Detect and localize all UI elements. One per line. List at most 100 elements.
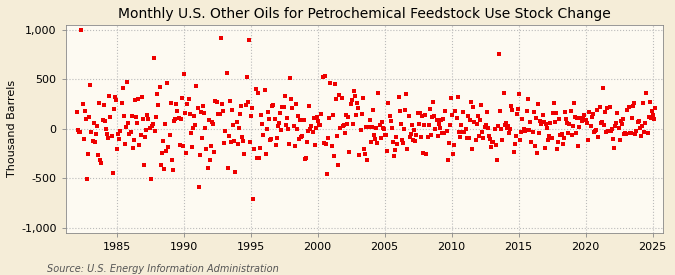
Point xyxy=(406,123,417,127)
Point xyxy=(319,141,329,145)
Point xyxy=(246,114,256,118)
Point xyxy=(107,171,118,175)
Point xyxy=(531,116,541,120)
Point xyxy=(488,140,499,145)
Point xyxy=(354,153,365,158)
Point xyxy=(547,110,558,115)
Point xyxy=(150,129,161,133)
Point xyxy=(210,99,221,103)
Point xyxy=(238,138,248,143)
Point xyxy=(418,151,429,155)
Point xyxy=(632,120,643,124)
Point xyxy=(94,101,105,105)
Point xyxy=(328,153,339,158)
Point xyxy=(171,102,182,106)
Point xyxy=(358,147,369,151)
Point xyxy=(280,123,291,128)
Point xyxy=(300,156,311,160)
Point xyxy=(379,127,389,132)
Point xyxy=(309,142,320,147)
Point xyxy=(599,110,610,114)
Point xyxy=(472,114,483,119)
Point xyxy=(452,94,463,99)
Point xyxy=(261,127,272,131)
Point xyxy=(310,126,321,130)
Point xyxy=(435,126,446,131)
Point xyxy=(182,102,193,106)
Point xyxy=(433,122,444,127)
Point xyxy=(299,156,310,161)
Point xyxy=(104,94,115,99)
Point xyxy=(207,120,217,125)
Point xyxy=(316,112,327,117)
Point xyxy=(196,136,207,140)
Point xyxy=(99,119,110,123)
Point xyxy=(425,133,436,138)
Point xyxy=(145,177,156,181)
Point xyxy=(121,125,132,129)
Point xyxy=(122,80,132,85)
Point xyxy=(554,117,565,121)
Point xyxy=(363,125,374,130)
Point xyxy=(348,89,359,93)
Point xyxy=(470,138,481,142)
Point xyxy=(302,128,313,133)
Point xyxy=(326,144,337,148)
Point xyxy=(618,117,628,122)
Point xyxy=(115,129,126,133)
Point xyxy=(203,118,214,122)
Point xyxy=(265,138,275,142)
Point xyxy=(402,147,413,152)
Point xyxy=(539,145,550,150)
Point xyxy=(269,117,280,121)
Point xyxy=(498,90,509,95)
Point xyxy=(474,134,485,138)
Point xyxy=(135,133,146,137)
Point xyxy=(312,114,323,119)
Point xyxy=(128,146,138,150)
Point xyxy=(82,177,92,181)
Point xyxy=(645,116,656,120)
Point xyxy=(578,113,589,117)
Point xyxy=(570,114,580,119)
Point xyxy=(364,117,375,122)
Point xyxy=(396,138,407,142)
Point xyxy=(437,130,448,135)
Point xyxy=(532,150,543,155)
Point xyxy=(334,93,345,97)
Point xyxy=(217,102,227,106)
Point xyxy=(406,132,416,136)
Point xyxy=(613,126,624,131)
Point xyxy=(583,138,594,142)
Point xyxy=(141,128,152,132)
Point xyxy=(277,105,288,109)
Point xyxy=(167,158,178,162)
Point xyxy=(304,104,315,108)
Point xyxy=(590,129,601,134)
Point xyxy=(456,123,466,127)
Point xyxy=(248,197,259,202)
Point xyxy=(196,110,207,115)
Point xyxy=(80,117,91,121)
Point xyxy=(392,142,403,146)
Point xyxy=(408,138,418,142)
Point xyxy=(549,120,560,125)
Point xyxy=(181,150,192,155)
Point xyxy=(427,115,437,119)
Point xyxy=(585,124,596,128)
Point xyxy=(367,125,377,129)
Point xyxy=(533,102,543,106)
Point xyxy=(560,110,570,114)
Point xyxy=(184,112,195,117)
Point xyxy=(610,124,620,128)
Point xyxy=(292,127,302,131)
Point xyxy=(264,117,275,122)
Point xyxy=(102,132,113,136)
Point xyxy=(545,121,556,125)
Point xyxy=(516,130,526,135)
Point xyxy=(642,130,653,135)
Point xyxy=(230,170,241,174)
Point xyxy=(118,114,129,118)
Point xyxy=(551,147,562,152)
Point xyxy=(442,158,453,162)
